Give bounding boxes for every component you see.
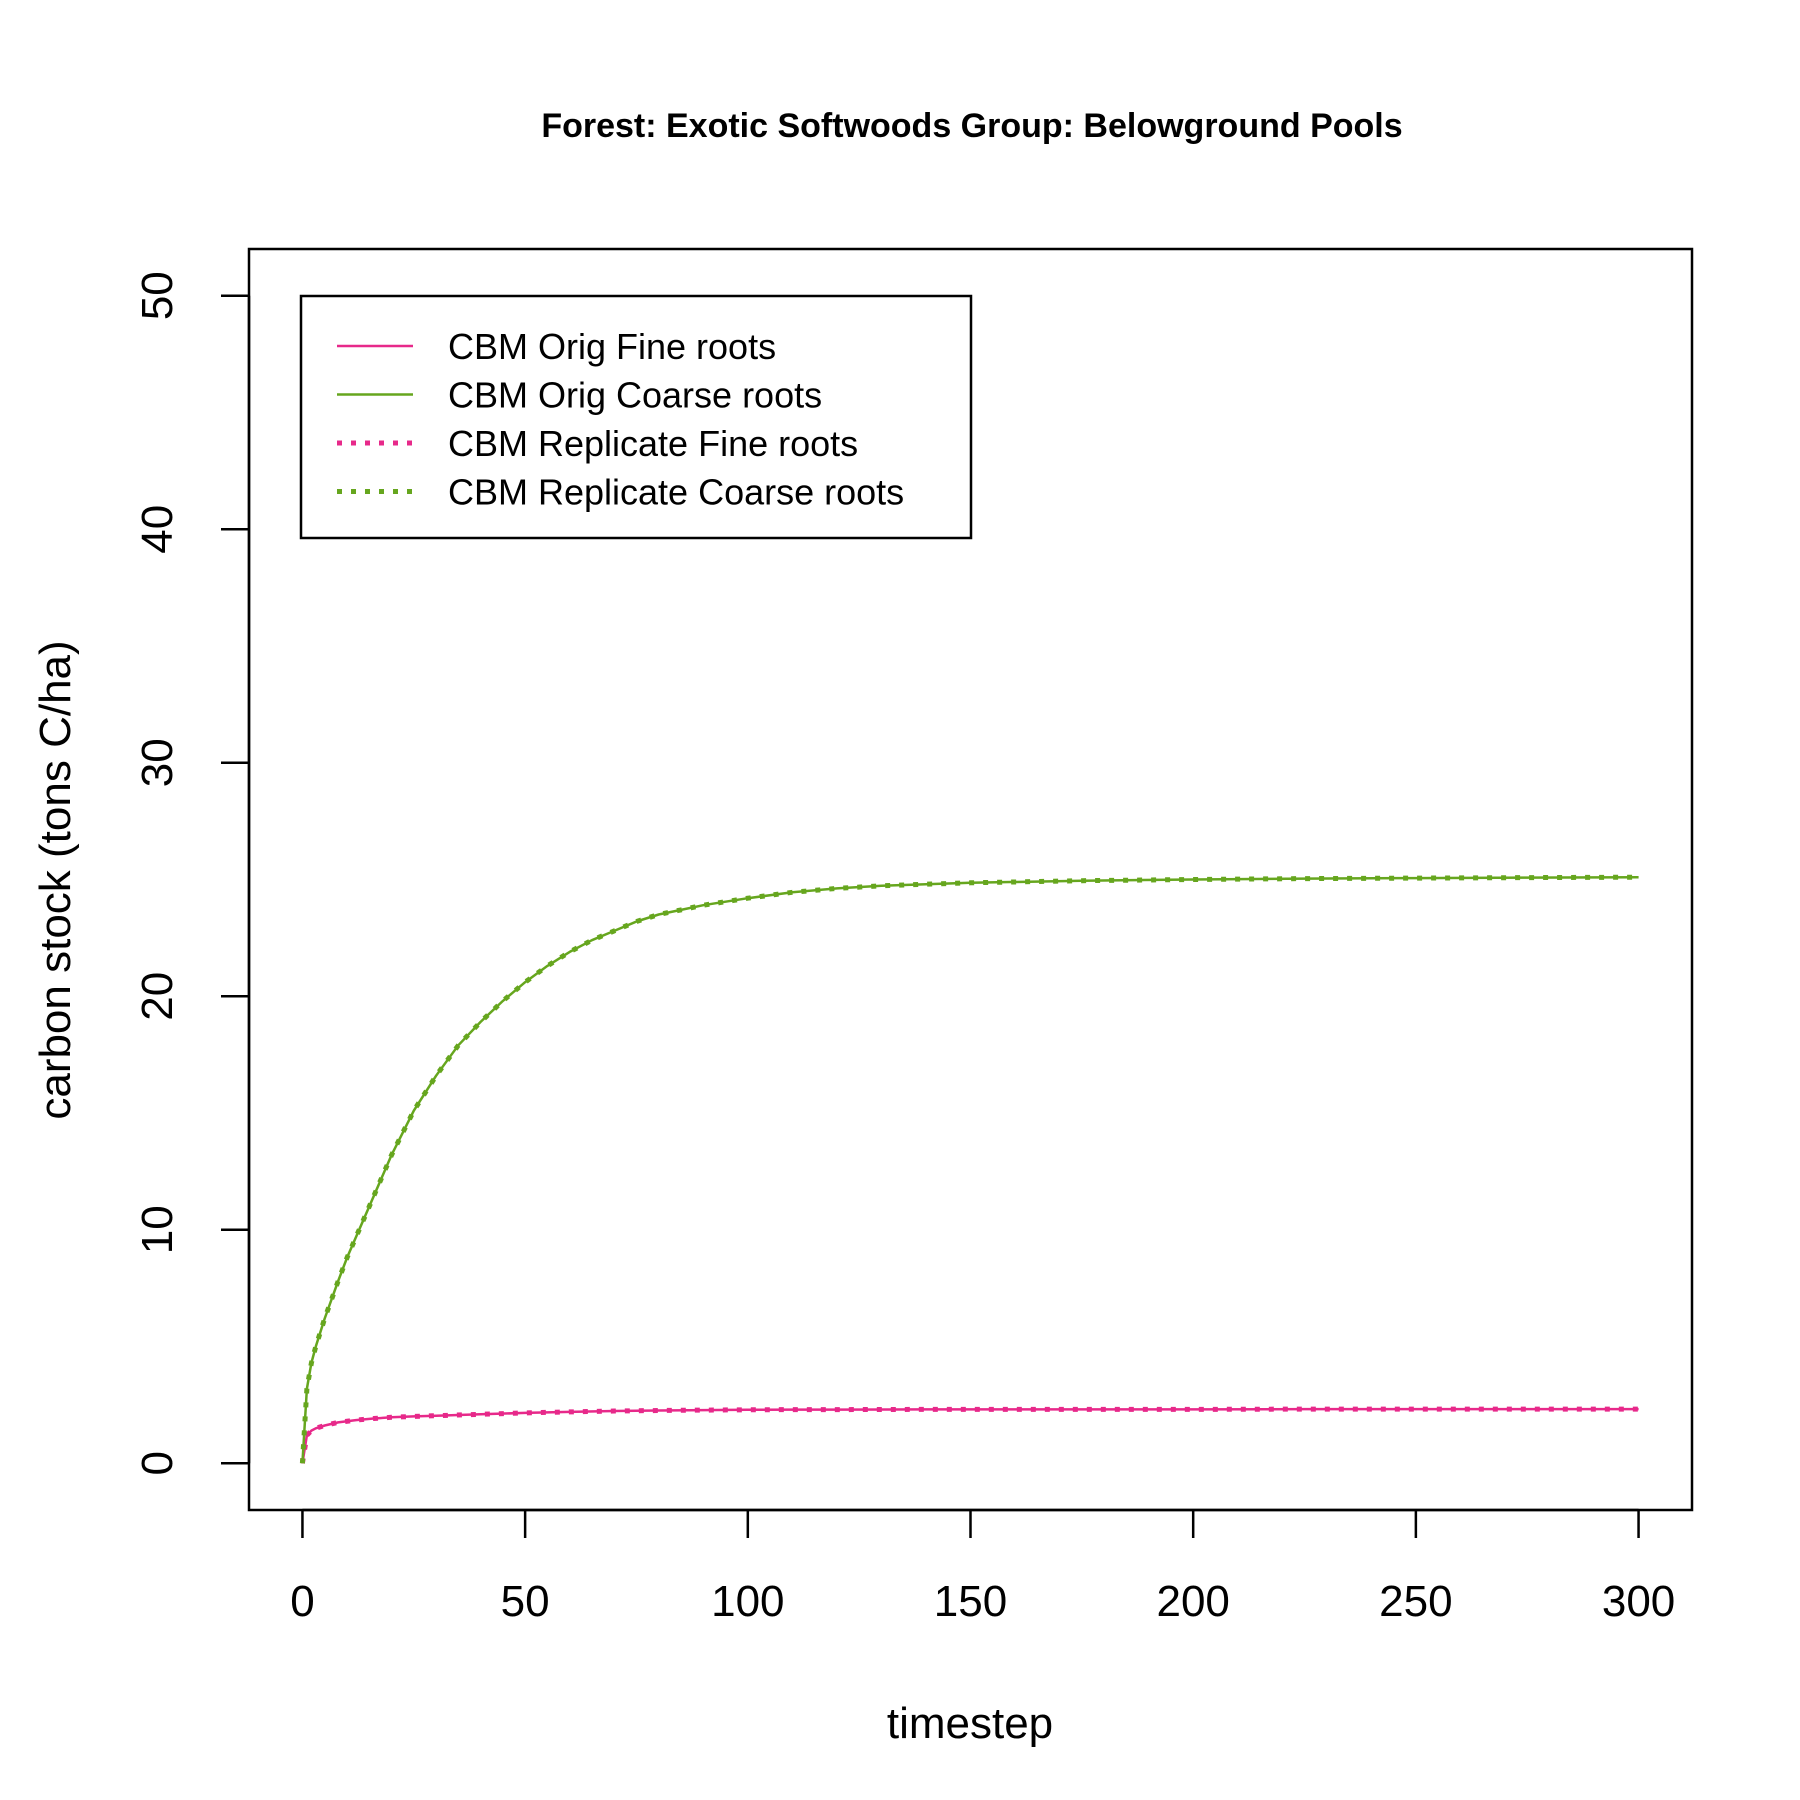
x-tick-label: 300 (1602, 1577, 1675, 1626)
y-tick-label: 40 (133, 505, 182, 554)
series-line-2 (299, 1406, 1639, 1464)
y-tick-label: 30 (133, 738, 182, 787)
legend-label-2: CBM Replicate Fine roots (448, 423, 858, 464)
legend-label-1: CBM Orig Coarse roots (448, 375, 822, 416)
y-tick-label: 0 (133, 1451, 182, 1475)
y-tick-label: 10 (133, 1205, 182, 1254)
x-tick-label: 100 (711, 1577, 784, 1626)
x-tick-label: 200 (1156, 1577, 1229, 1626)
legend-label-0: CBM Orig Fine roots (448, 326, 776, 367)
x-tick-label: 150 (934, 1577, 1007, 1626)
series-line-3 (299, 874, 1639, 1464)
legend: CBM Orig Fine roots CBM Orig Coarse roots… (299, 294, 973, 540)
y-axis-label: carbon stock (tons C/ha) (31, 640, 80, 1119)
legend-box (299, 294, 973, 540)
chart-title: Forest: Exotic Softwoods Group: Belowgro… (541, 107, 1402, 145)
x-axis-label: timestep (887, 1699, 1053, 1748)
legend-label-3: CBM Replicate Coarse roots (448, 472, 904, 513)
x-tick-label: 250 (1379, 1577, 1452, 1626)
y-tick-label: 50 (133, 271, 182, 320)
series-line-1 (301, 875, 1639, 1464)
x-tick-label: 0 (290, 1577, 314, 1626)
series-line-0 (301, 1407, 1639, 1464)
y-tick-label: 20 (133, 972, 182, 1021)
x-axis: 0 50 100 150 200 250 300 (290, 1508, 1675, 1626)
y-axis: 0 10 20 30 40 50 (133, 271, 251, 1476)
series-layer (299, 874, 1639, 1464)
x-tick-label: 50 (501, 1577, 550, 1626)
